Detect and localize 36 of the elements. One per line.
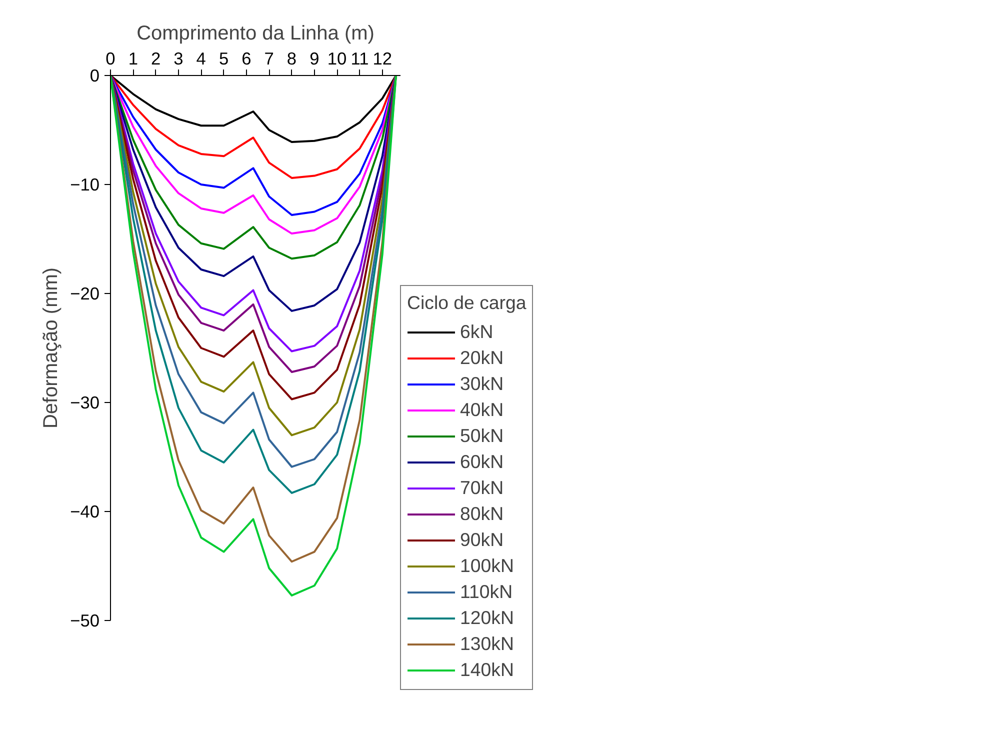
y-tick-label: −40 [70,502,100,522]
legend-label: 50kN [460,424,504,448]
y-tick-label: −30 [70,392,100,412]
legend-label: 80kN [460,502,504,526]
legend-label: 100kN [460,554,514,578]
x-tick-label: 6 [242,48,252,68]
legend-label: 70kN [460,476,504,500]
legend-label: 120kN [460,606,514,630]
x-tick-label: 11 [350,48,369,68]
y-tick-label: −20 [70,284,100,304]
x-tick-label: 10 [327,48,347,68]
y-tick-label: −10 [70,174,100,194]
x-tick-label: 3 [174,48,184,68]
legend-label: 90kN [460,528,504,552]
y-tick-label: −50 [70,610,100,630]
x-tick-label: 2 [150,48,161,68]
x-tick-label: 7 [264,48,274,68]
x-tick-label: 8 [286,48,297,68]
x-axis-title: Comprimento da Linha (m) [136,22,374,44]
legend-label: 20kN [460,346,504,370]
legend-label: 40kN [460,398,504,422]
legend-label: 130kN [460,632,514,656]
x-tick-label: 5 [218,48,229,68]
legend-title: Ciclo de carga [407,292,526,314]
legend-label: 6kN [460,320,494,344]
y-axis-title: Deformação (mm) [40,267,62,429]
x-tick-label: 9 [310,48,320,68]
x-tick-label: 4 [196,48,206,68]
x-tick-label: 0 [106,48,116,68]
y-tick-label: 0 [90,66,100,86]
legend-label: 110kN [460,580,513,604]
legend-label: 140kN [460,658,514,682]
x-tick-label: 12 [372,48,392,68]
legend-label: 60kN [460,450,504,474]
legend-label: 30kN [460,372,504,396]
x-tick-label: 1 [128,48,138,68]
